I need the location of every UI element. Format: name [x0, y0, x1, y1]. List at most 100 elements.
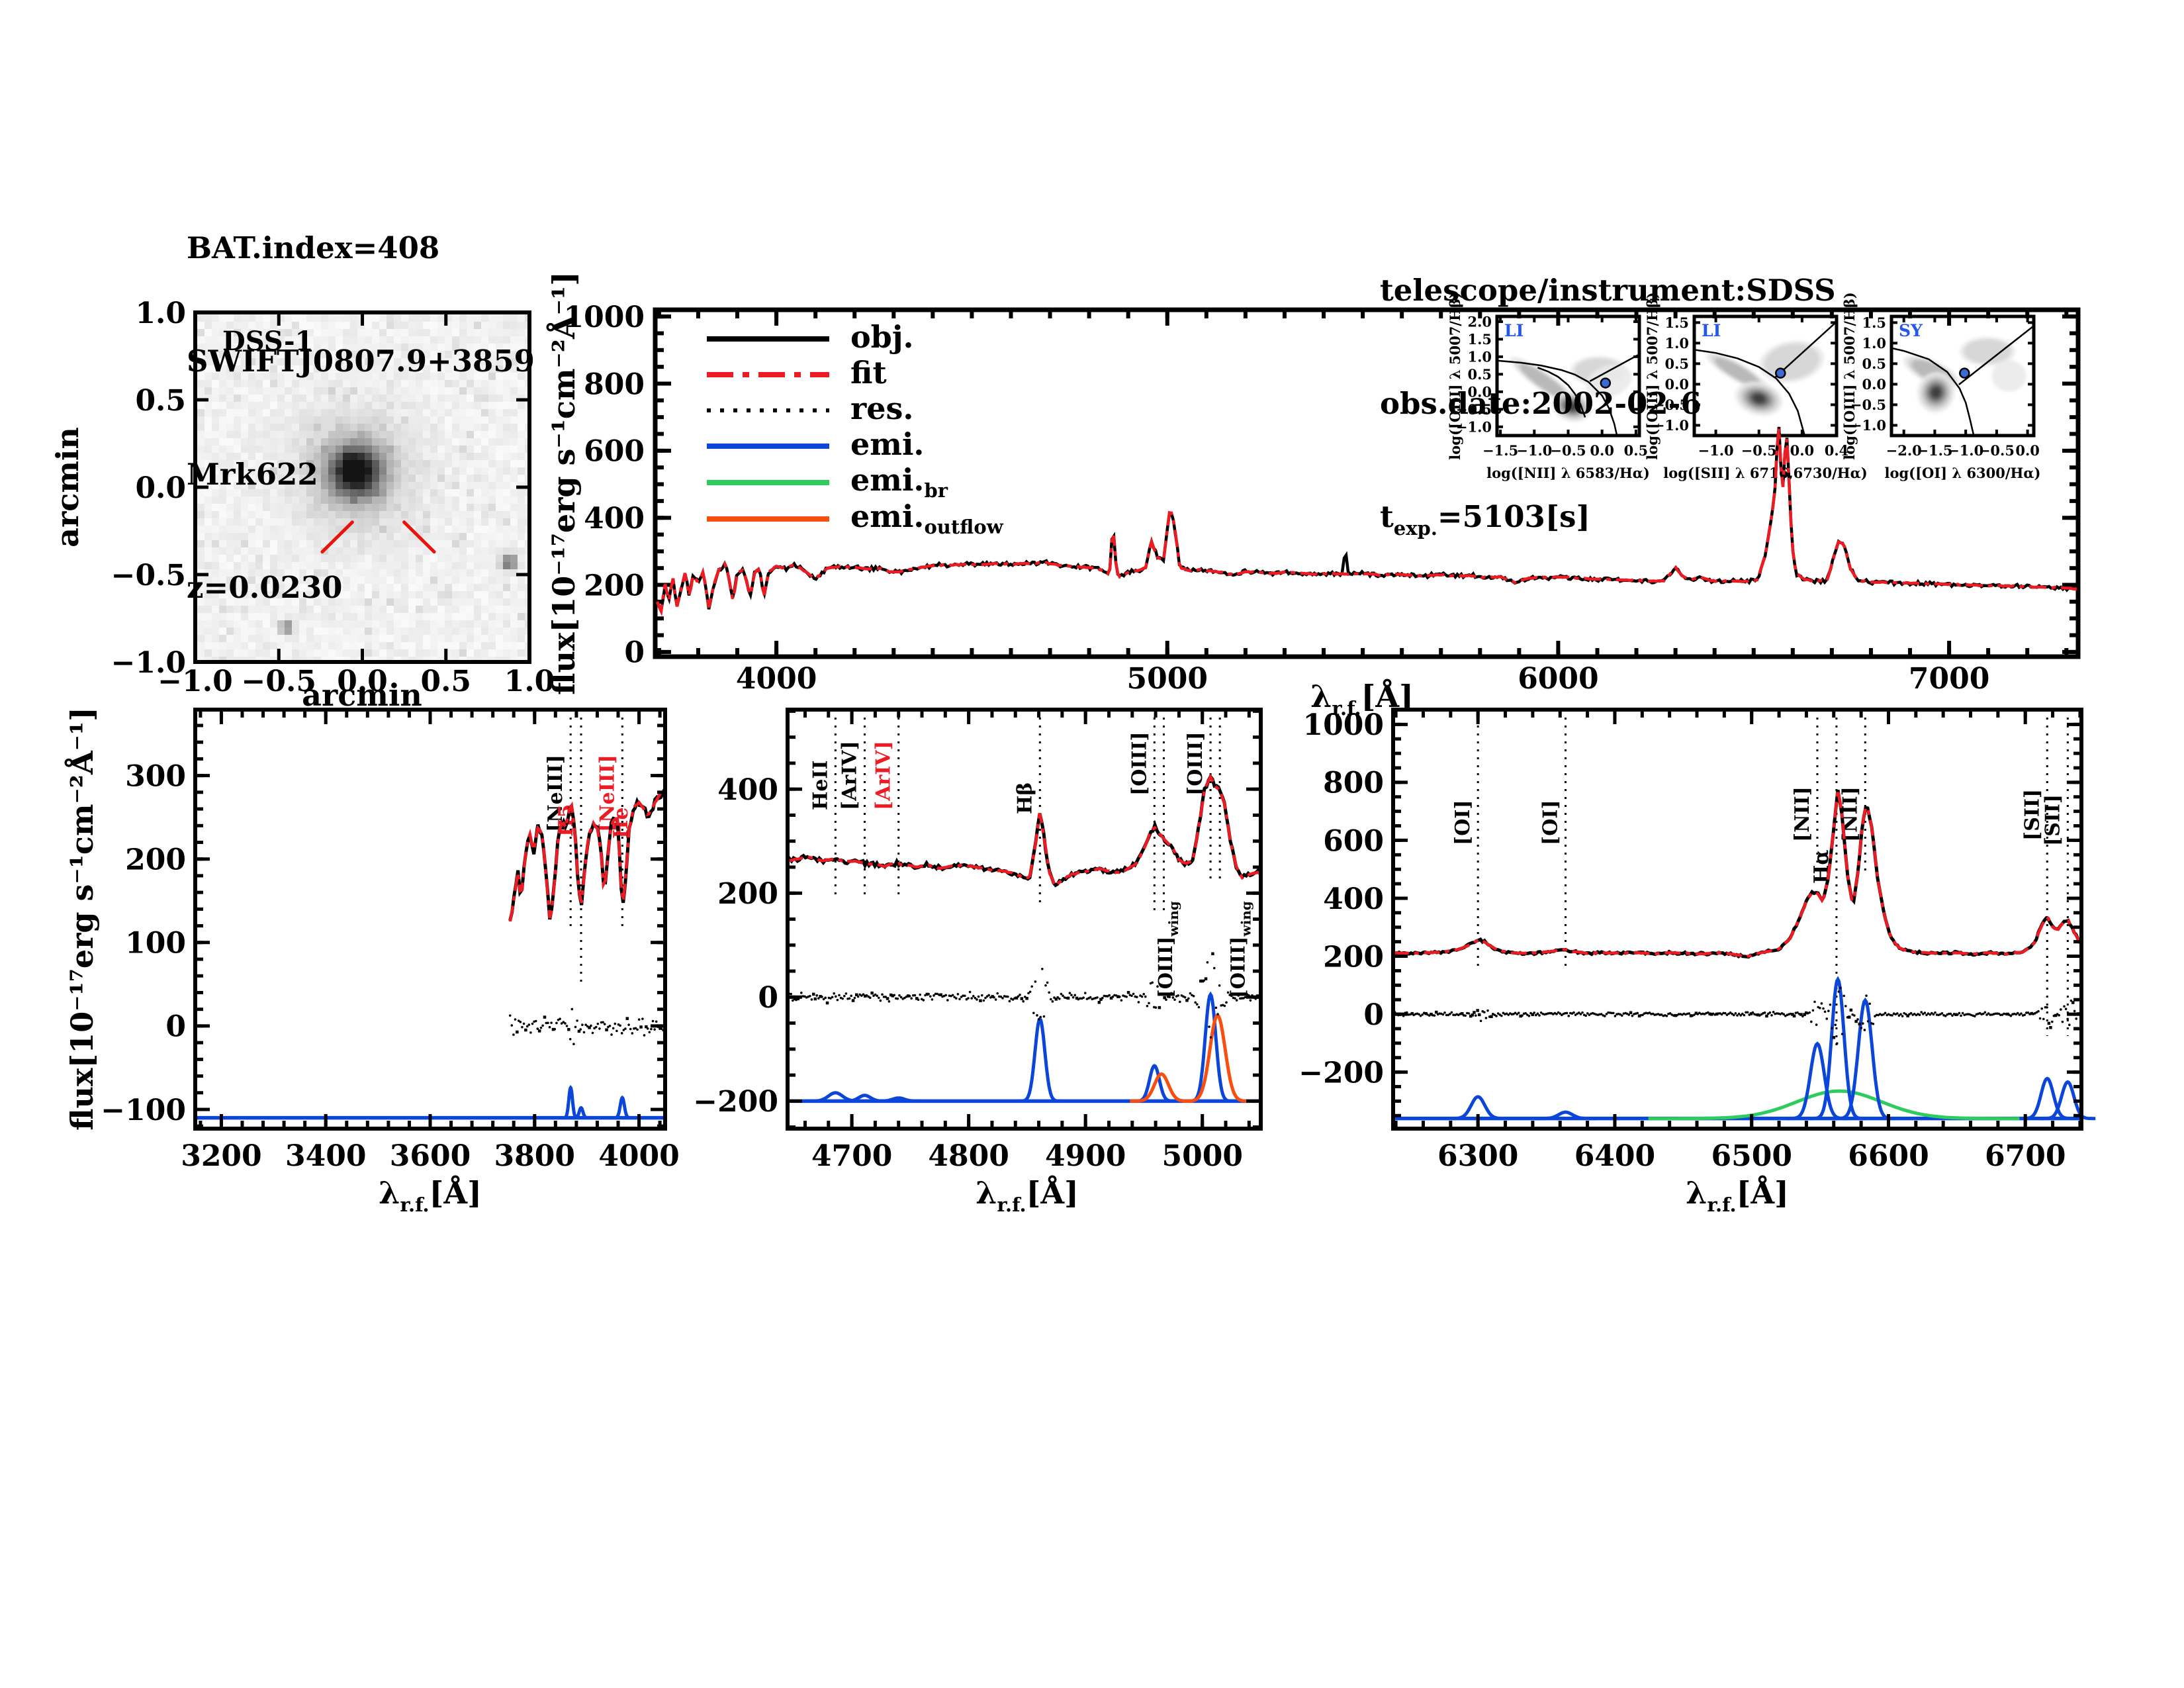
svg-text:−0.5: −0.5	[1741, 442, 1777, 459]
svg-text:0: 0	[624, 636, 645, 670]
legend-label-fit: fit	[850, 355, 887, 391]
svg-text:200: 200	[584, 569, 645, 602]
bpt-badge-3: SY	[1899, 321, 1923, 340]
svg-text:3400: 3400	[285, 1139, 366, 1173]
main-flux-axis-label: flux[10⁻¹⁷erg s⁻¹cm⁻²Å⁻¹]	[545, 271, 582, 695]
svg-text:1000: 1000	[564, 301, 645, 334]
line-label-SII: [SII]	[2021, 789, 2044, 841]
svg-text:5000: 5000	[1161, 1139, 1242, 1173]
svg-text:1.0: 1.0	[1664, 335, 1689, 352]
bpt-source-point-1	[1600, 377, 1612, 389]
redshift: z=0.0230	[187, 570, 343, 605]
line-label-Hβ: Hβ	[1013, 782, 1036, 814]
svg-text:1.0: 1.0	[135, 297, 186, 330]
svg-text:6400: 6400	[1574, 1139, 1655, 1173]
svg-text:600: 600	[1323, 824, 1384, 858]
svg-text:−200: −200	[1298, 1056, 1384, 1090]
telescope-instrument: telescope/instrument:SDSS	[1380, 273, 1836, 308]
svg-text:0.0: 0.0	[1590, 442, 1614, 459]
svg-text:−1.5: −1.5	[1482, 442, 1518, 459]
svg-text:0.0: 0.0	[1790, 442, 1815, 459]
svg-text:0.5: 0.5	[1862, 355, 1886, 372]
legend-label-emi-br: emi.br	[850, 462, 948, 502]
svg-text:400: 400	[584, 502, 645, 536]
svg-text:4900: 4900	[1045, 1139, 1126, 1173]
svg-text:3800: 3800	[494, 1139, 575, 1173]
svg-text:0.5: 0.5	[1624, 442, 1649, 459]
svg-text:−0.5: −0.5	[1456, 401, 1492, 418]
svg-text:800: 800	[1323, 767, 1384, 800]
svg-text:600: 600	[584, 435, 645, 469]
dss-y-axis-label: arcmin	[50, 427, 85, 547]
bpt-badge-1: LI	[1504, 321, 1524, 340]
svg-text:−2.0: −2.0	[1886, 442, 1922, 459]
svg-text:−0.5: −0.5	[1979, 442, 2015, 459]
line-label-OI: [OI]	[1539, 800, 1563, 845]
svg-text:−0.5: −0.5	[111, 559, 186, 592]
zoom-panel-halpha_region: [OI] [OI] [NII]Hα[NII] [SII][SII]6300 6400 65…	[1298, 708, 2096, 1173]
svg-text:log([OIII] λ 5007/Hβ): log([OIII] λ 5007/Hβ)	[1447, 292, 1463, 459]
svg-text:−1.0: −1.0	[1456, 418, 1492, 435]
svg-text:5000: 5000	[1127, 662, 1208, 696]
line-label-OIII-wing: [OIII]wing	[1154, 901, 1181, 998]
svg-text:−1.0: −1.0	[111, 646, 186, 680]
dss-image-panel: −1.0 −0.5 0.0 0.5 1.0 −1.0 −0.5 0.0 0.5 1.0	[111, 297, 555, 698]
header-right: telescope/instrument:SDSS obs.date:2002-…	[1380, 196, 1836, 623]
svg-text:400: 400	[1323, 882, 1384, 916]
svg-text:0.0: 0.0	[1664, 376, 1689, 393]
zoom-panel-hbeta_region: HeII [ArIV] [ArIV] Hβ [OIII] [OIII] [OIII]wing…	[693, 708, 1263, 1173]
svg-text:7000: 7000	[1909, 662, 1989, 696]
right-panel-x-axis-label: λr.f.[Å]	[1686, 1174, 1789, 1216]
svg-text:0.0: 0.0	[135, 471, 186, 505]
svg-text:200: 200	[717, 877, 778, 911]
svg-text:400: 400	[717, 773, 778, 807]
svg-text:1.0: 1.0	[1862, 335, 1886, 352]
svg-text:−1.0: −1.0	[158, 665, 232, 698]
svg-text:−200: −200	[693, 1085, 778, 1119]
svg-text:0.5: 0.5	[135, 384, 186, 418]
svg-text:1.5: 1.5	[1664, 314, 1689, 331]
main-x-axis-label: λr.f.[Å]	[1310, 678, 1414, 720]
left-flux-axis-label: flux[10⁻¹⁷erg s⁻¹cm⁻²Å⁻¹]	[64, 707, 100, 1131]
legend-label-emi-outflow: emi.outflow	[850, 498, 1003, 538]
svg-text:3600: 3600	[390, 1139, 471, 1173]
svg-text:−1.0: −1.0	[1516, 442, 1552, 459]
svg-text:0.0: 0.0	[2015, 442, 2040, 459]
svg-text:log([OI] λ 6300/Hα): log([OI] λ 6300/Hα)	[1885, 465, 2041, 481]
line-label-OIII-wing: [OIII]wing	[1226, 901, 1253, 998]
svg-text:200: 200	[1323, 940, 1384, 974]
line-label-NII: [NII]	[1791, 786, 1814, 842]
svg-text:200: 200	[125, 843, 186, 877]
svg-text:4800: 4800	[928, 1139, 1009, 1173]
svg-text:0.0: 0.0	[1862, 376, 1886, 393]
exposure-time: texp.=5103[s]	[1380, 499, 1590, 539]
line-label-ArIV: [ArIV]	[839, 741, 862, 810]
legend-label-obj: obj.	[850, 319, 914, 355]
svg-text:−0.5: −0.5	[1550, 442, 1586, 459]
svg-text:0.4: 0.4	[1825, 442, 1849, 459]
legend-swatches	[707, 336, 829, 522]
bpt-source-point-3	[1959, 367, 1970, 379]
line-label-OIII: [OIII]	[1184, 731, 1207, 796]
svg-text:−0.5: −0.5	[1850, 397, 1886, 413]
svg-text:3200: 3200	[181, 1139, 261, 1173]
fit-zoom-line	[1392, 789, 2081, 959]
svg-text:log([NII] λ 6583/Hα): log([NII] λ 6583/Hα)	[1486, 465, 1650, 481]
svg-text:300: 300	[125, 759, 186, 793]
svg-text:4000: 4000	[736, 662, 817, 696]
svg-text:6300: 6300	[1437, 1139, 1518, 1173]
object-name: Mrk622	[187, 457, 318, 492]
main-spectrum-panel: 4000 5000 6000 7000 0 200 400 600 800 1000	[564, 301, 2081, 696]
svg-text:log([SII] λ 6716,6730/Hα): log([SII] λ 6716,6730/Hα)	[1663, 465, 1867, 481]
svg-text:6500: 6500	[1711, 1139, 1792, 1173]
svg-text:1.0: 1.0	[504, 665, 555, 698]
svg-text:800: 800	[584, 367, 645, 401]
bpt-source-point-2	[1775, 367, 1786, 379]
svg-text:0.5: 0.5	[420, 665, 471, 698]
svg-text:−1.5: −1.5	[1917, 442, 1952, 459]
svg-text:1000: 1000	[1303, 708, 1384, 742]
main-spectrum-curves	[655, 426, 2078, 617]
svg-text:6000: 6000	[1518, 662, 1598, 696]
